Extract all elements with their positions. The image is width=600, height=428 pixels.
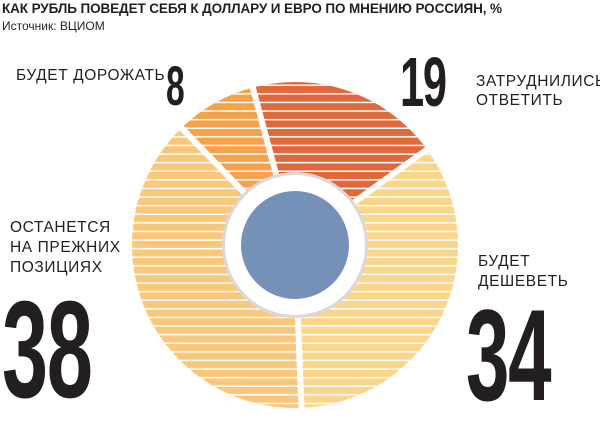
label-same-3: ПОЗИЦИЯХ [10,259,103,276]
label-same-2: НА ПРЕЖНИХ [10,239,121,256]
label-down-2: ДЕШЕВЕТЬ [478,273,569,290]
stripe-overlay [131,82,458,410]
center-dot [241,191,349,299]
label-up: БУДЕТ ДОРОЖАТЬ [16,67,166,84]
slice-same-stripes [131,129,300,409]
label-down-1: БУДЕТ [478,253,531,270]
chart-source: Источник: ВЦИОМ [2,19,105,33]
slice-down-stripes [295,151,458,408]
donut-chart [131,82,458,410]
value-down: 34 [466,282,552,428]
label-hard-2: ОТВЕТИТЬ [476,92,564,109]
value-hard: 19 [400,43,447,121]
value-up: 8 [166,54,185,117]
value-same: 38 [2,273,93,427]
label-hard-1: ЗАТРУДНИЛИСЬ [476,73,600,90]
label-same-1: ОСТАНЕТСЯ [10,219,111,236]
chart-title: КАК РУБЛЬ ПОВЕДЕТ СЕБЯ К ДОЛЛАРУ И ЕВРО … [2,1,502,16]
